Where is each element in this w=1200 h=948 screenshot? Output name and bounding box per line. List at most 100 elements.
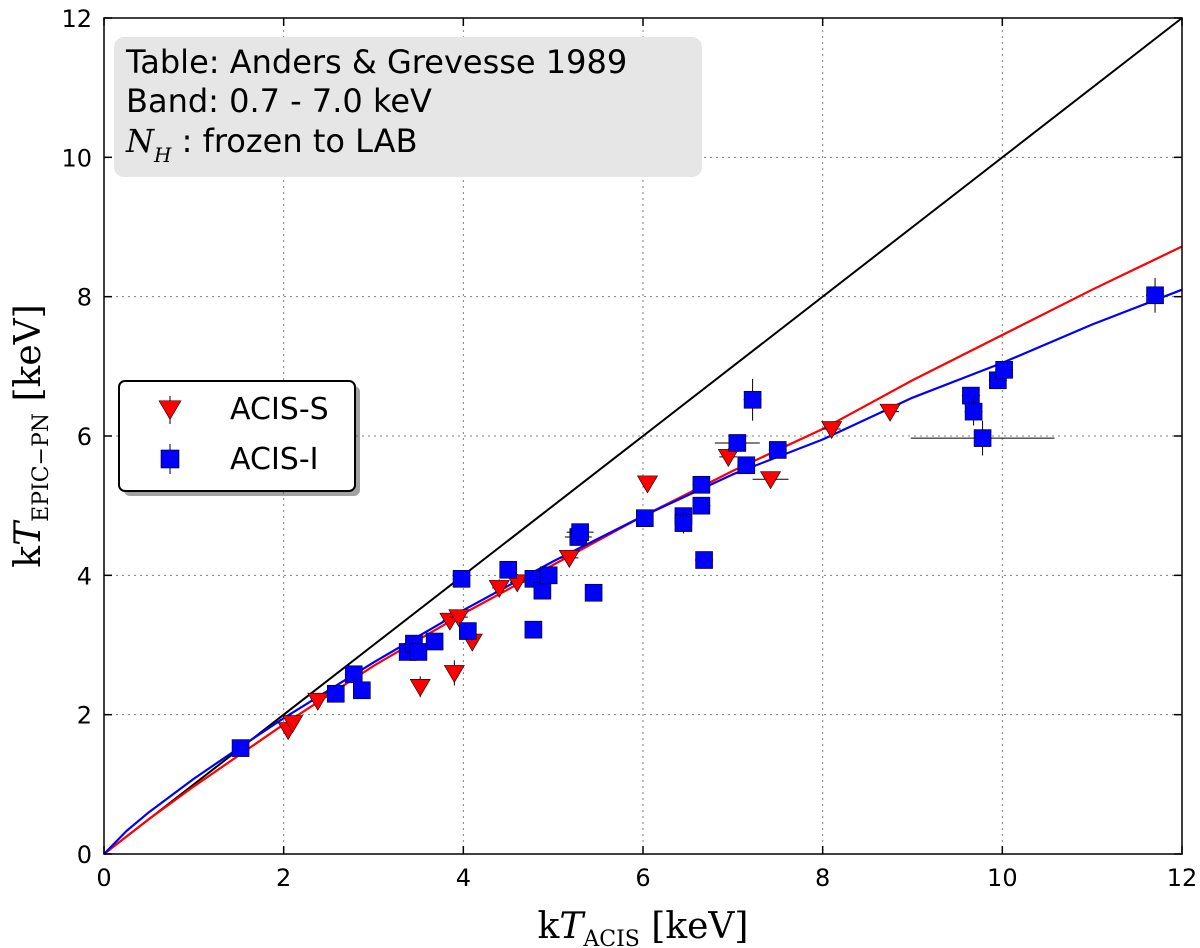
annotation-nh-text: : frozen to LAB <box>171 122 417 160</box>
acis-s-point <box>821 421 843 440</box>
data-points <box>231 277 1165 757</box>
acis-i-point <box>459 622 477 640</box>
annotation-box: Table: Anders & Grevesse 1989 Band: 0.7 … <box>114 37 702 177</box>
square-marker <box>962 386 980 405</box>
acis-i-point <box>910 420 1055 456</box>
acis-i-point <box>353 681 371 700</box>
acis-i-point <box>326 684 345 703</box>
triangle-marker <box>282 715 304 734</box>
acis-i-point <box>584 583 603 602</box>
x-axis-label-prefix: k <box>538 906 561 947</box>
acis-i-point <box>566 523 594 541</box>
triangle-marker <box>636 475 659 494</box>
x-tick-label: 12 <box>1167 864 1198 892</box>
annotation-line-1: Table: Anders & Grevesse 1989 <box>125 43 627 81</box>
acis-i-point <box>452 570 471 588</box>
square-marker <box>571 523 589 541</box>
triangle-marker <box>760 471 782 490</box>
square-marker <box>635 509 654 528</box>
square-marker <box>1146 286 1164 305</box>
triangle-marker <box>879 403 901 422</box>
acis-i-point <box>533 581 552 600</box>
square-marker <box>995 361 1013 379</box>
acis-i-point <box>1146 277 1165 313</box>
fit-curves <box>103 17 1183 855</box>
acis-i-point <box>635 509 654 528</box>
y-axis-label-sub: EPIC−PN <box>29 413 54 522</box>
acis-i-point <box>344 665 363 684</box>
y-tick-label: 12 <box>61 5 92 33</box>
acis-s-fit-curve <box>103 245 1183 855</box>
square-marker <box>695 551 713 569</box>
acis-s-point <box>443 660 465 686</box>
triangle-marker <box>506 574 528 593</box>
axis-ticks: 0 2 4 6 8 10 12 0 2 4 6 8 10 12 <box>61 5 1197 892</box>
legend-acis-i-marker <box>160 444 180 474</box>
acis-s-point <box>282 715 304 734</box>
square-marker <box>499 560 518 579</box>
square-marker <box>353 681 371 700</box>
x-tick-label: 2 <box>276 864 291 892</box>
acis-i-point <box>714 434 760 452</box>
square-marker <box>409 643 428 661</box>
x-tick-label: 10 <box>987 864 1018 892</box>
legend-acis-s-label: ACIS-S <box>230 392 329 427</box>
y-tick-label: 2 <box>77 702 92 730</box>
square-marker <box>326 684 345 703</box>
square-marker <box>344 665 363 684</box>
annotation-box-background <box>114 37 702 177</box>
triangle-marker <box>409 678 431 697</box>
square-marker <box>584 583 603 602</box>
square-marker <box>737 456 756 475</box>
square-marker <box>452 570 471 588</box>
x-tick-label: 6 <box>635 864 650 892</box>
y-axis-label-var: T <box>8 519 49 546</box>
annotation-line-2: Band: 0.7 - 7.0 keV <box>126 82 432 120</box>
acis-s-point <box>506 573 528 593</box>
acis-i-fit-curve <box>103 288 1183 855</box>
x-axis-label-unit: [keV] <box>640 906 749 947</box>
square-marker <box>973 429 992 447</box>
y-tick-label: 4 <box>77 562 92 590</box>
legend-acis-s-triangle <box>158 400 182 421</box>
acis-s-point <box>558 550 580 569</box>
y-axis-label-unit: [keV] <box>8 304 49 413</box>
x-axis-label: kTACIS [keV] <box>538 906 749 948</box>
acis-i-point <box>692 475 711 494</box>
triangle-marker <box>443 665 465 683</box>
legend: ACIS-S ACIS-I <box>118 380 360 496</box>
acis-s-point <box>448 609 470 628</box>
triangle-marker <box>488 580 510 598</box>
x-tick-label: 8 <box>815 864 830 892</box>
square-marker <box>964 402 983 421</box>
annotation-nh-symbol: N <box>125 122 155 160</box>
y-tick-label: 0 <box>77 841 92 869</box>
square-marker <box>743 390 762 409</box>
acis-s-point <box>636 475 659 494</box>
annotation-nh-subscript: H <box>153 143 172 167</box>
y-tick-label: 10 <box>61 144 92 172</box>
y-tick-label: 6 <box>77 423 92 451</box>
acis-i-point <box>499 560 518 579</box>
square-marker <box>533 581 552 600</box>
acis-i-point <box>524 620 543 639</box>
x-tick-label: 4 <box>456 864 471 892</box>
acis-s-point <box>409 676 431 698</box>
square-marker <box>674 514 693 532</box>
annotation-line-3: NH : frozen to LAB <box>125 122 418 167</box>
acis-i-point <box>768 441 787 459</box>
legend-acis-i-label: ACIS-I <box>230 442 319 477</box>
acis-i-point <box>995 361 1014 379</box>
acis-i-point <box>674 512 693 534</box>
acis-i-point <box>539 566 558 585</box>
legend-acis-s-marker <box>158 396 182 424</box>
x-tick-label: 0 <box>96 864 111 892</box>
square-marker <box>539 566 558 585</box>
triangle-marker <box>448 609 470 628</box>
y-axis-label-prefix: k <box>8 545 49 568</box>
acis-s-point <box>488 579 510 598</box>
y-tick-label: 8 <box>77 284 92 312</box>
acis-i-point <box>737 456 756 475</box>
square-marker <box>768 441 787 459</box>
